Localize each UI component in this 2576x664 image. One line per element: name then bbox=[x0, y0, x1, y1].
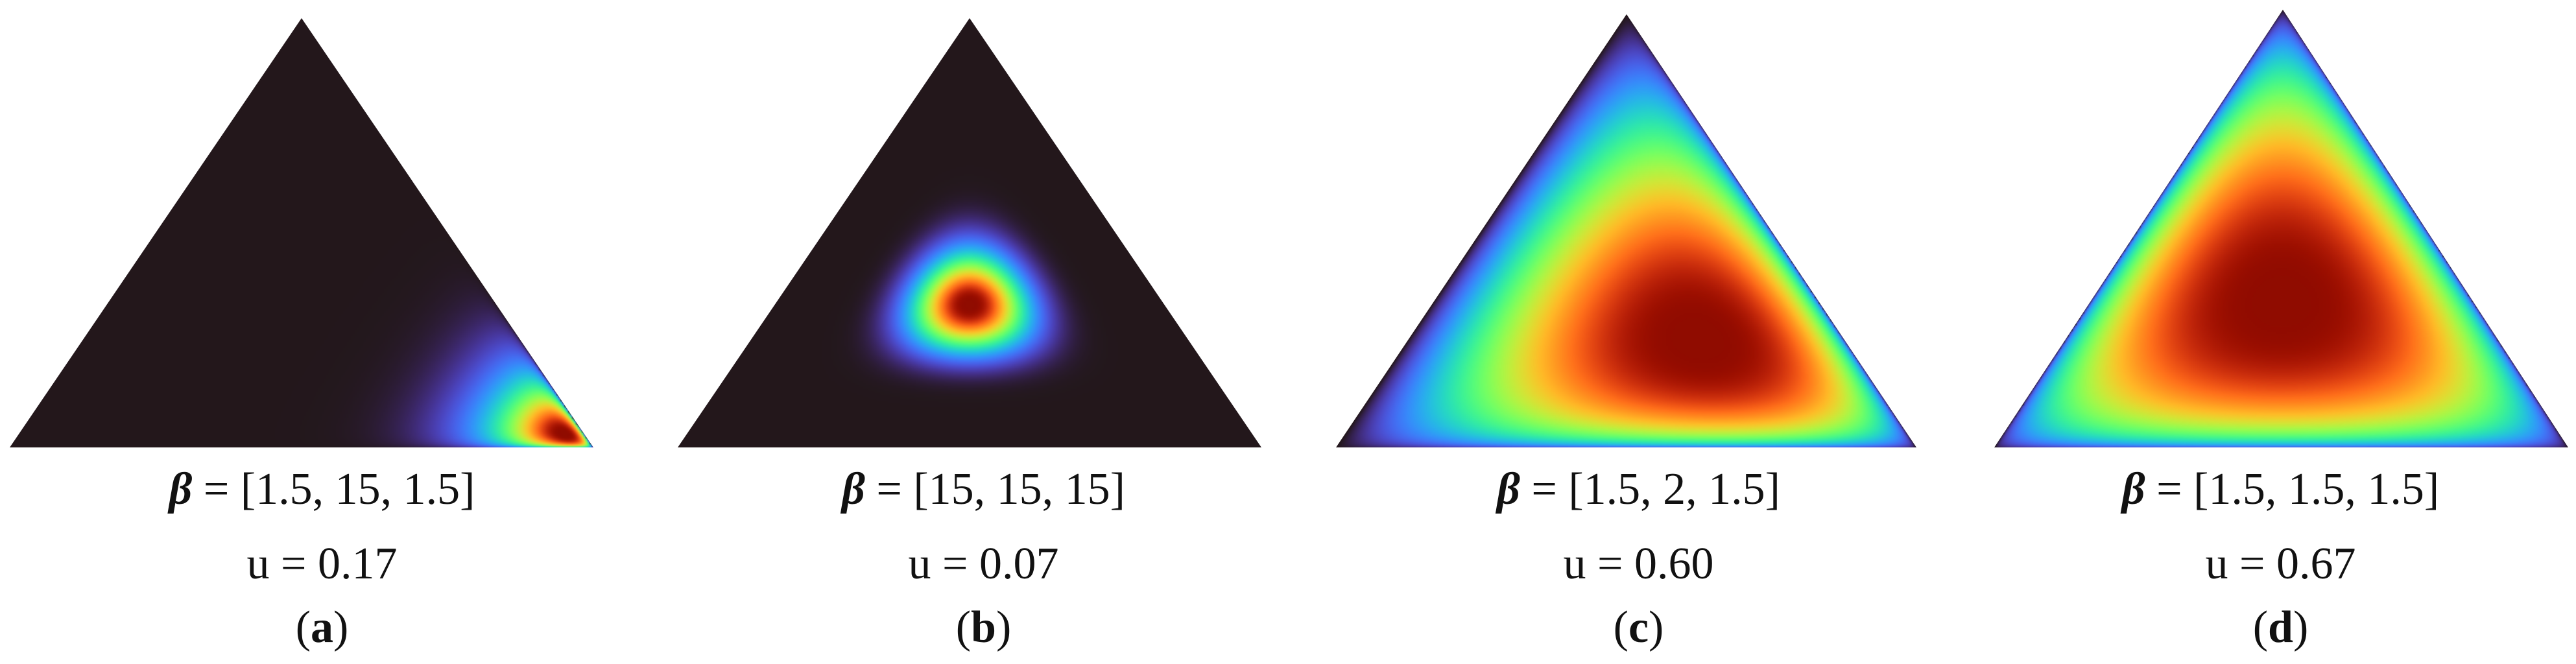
uncertainty-caption-b: u = 0.07 bbox=[908, 539, 1059, 589]
subfigure-label-c: (c) bbox=[1613, 602, 1664, 652]
beta-symbol: β bbox=[842, 464, 865, 514]
beta-symbol: β bbox=[1497, 464, 1520, 514]
panel-d: β = [1.5, 1.5, 1.5] u = 0.67 (d) bbox=[1933, 0, 2576, 664]
simplex-density-plot-b bbox=[678, 18, 1261, 447]
beta-caption-c: β = [1.5, 2, 1.5] bbox=[1317, 464, 1961, 516]
subfigure-letter: b bbox=[971, 602, 996, 652]
beta-symbol: β bbox=[169, 464, 193, 514]
subfigure-label-d: (d) bbox=[2252, 602, 2309, 652]
density-heatmap-b bbox=[678, 18, 1261, 447]
subfigure-letter: d bbox=[2268, 602, 2293, 652]
simplex-density-plot-a bbox=[10, 18, 593, 447]
beta-values: = [1.5, 2, 1.5] bbox=[1531, 464, 1780, 514]
subfigure-label-a: (a) bbox=[295, 602, 349, 652]
subfigure-label-b: (b) bbox=[955, 602, 1012, 652]
subfigure-letter: c bbox=[1628, 602, 1649, 652]
simplex-density-plot-c bbox=[1336, 14, 1916, 447]
beta-caption-a: β = [1.5, 15, 1.5] bbox=[0, 464, 644, 516]
beta-values: = [15, 15, 15] bbox=[876, 464, 1125, 514]
density-heatmap-c bbox=[1336, 14, 1916, 447]
uncertainty-caption-c: u = 0.60 bbox=[1563, 539, 1714, 589]
panel-b: β = [15, 15, 15] u = 0.07 (b) bbox=[662, 0, 1306, 664]
beta-symbol: β bbox=[2121, 464, 2145, 514]
uncertainty-caption-d: u = 0.67 bbox=[2205, 539, 2356, 589]
density-heatmap-d bbox=[1994, 10, 2568, 447]
beta-values: = [1.5, 15, 1.5] bbox=[203, 464, 475, 514]
simplex-density-plot-d bbox=[1994, 10, 2568, 447]
uncertainty-caption-a: u = 0.17 bbox=[246, 539, 398, 589]
subfigure-letter: a bbox=[311, 602, 333, 652]
panel-a: β = [1.5, 15, 1.5] u = 0.17 (a) bbox=[0, 0, 644, 664]
beta-caption-d: β = [1.5, 1.5, 1.5] bbox=[1959, 464, 2576, 516]
density-heatmap-a bbox=[10, 18, 593, 447]
panel-c: β = [1.5, 2, 1.5] u = 0.60 (c) bbox=[1317, 0, 1961, 664]
beta-caption-b: β = [15, 15, 15] bbox=[662, 464, 1306, 516]
beta-values: = [1.5, 1.5, 1.5] bbox=[2156, 464, 2440, 514]
